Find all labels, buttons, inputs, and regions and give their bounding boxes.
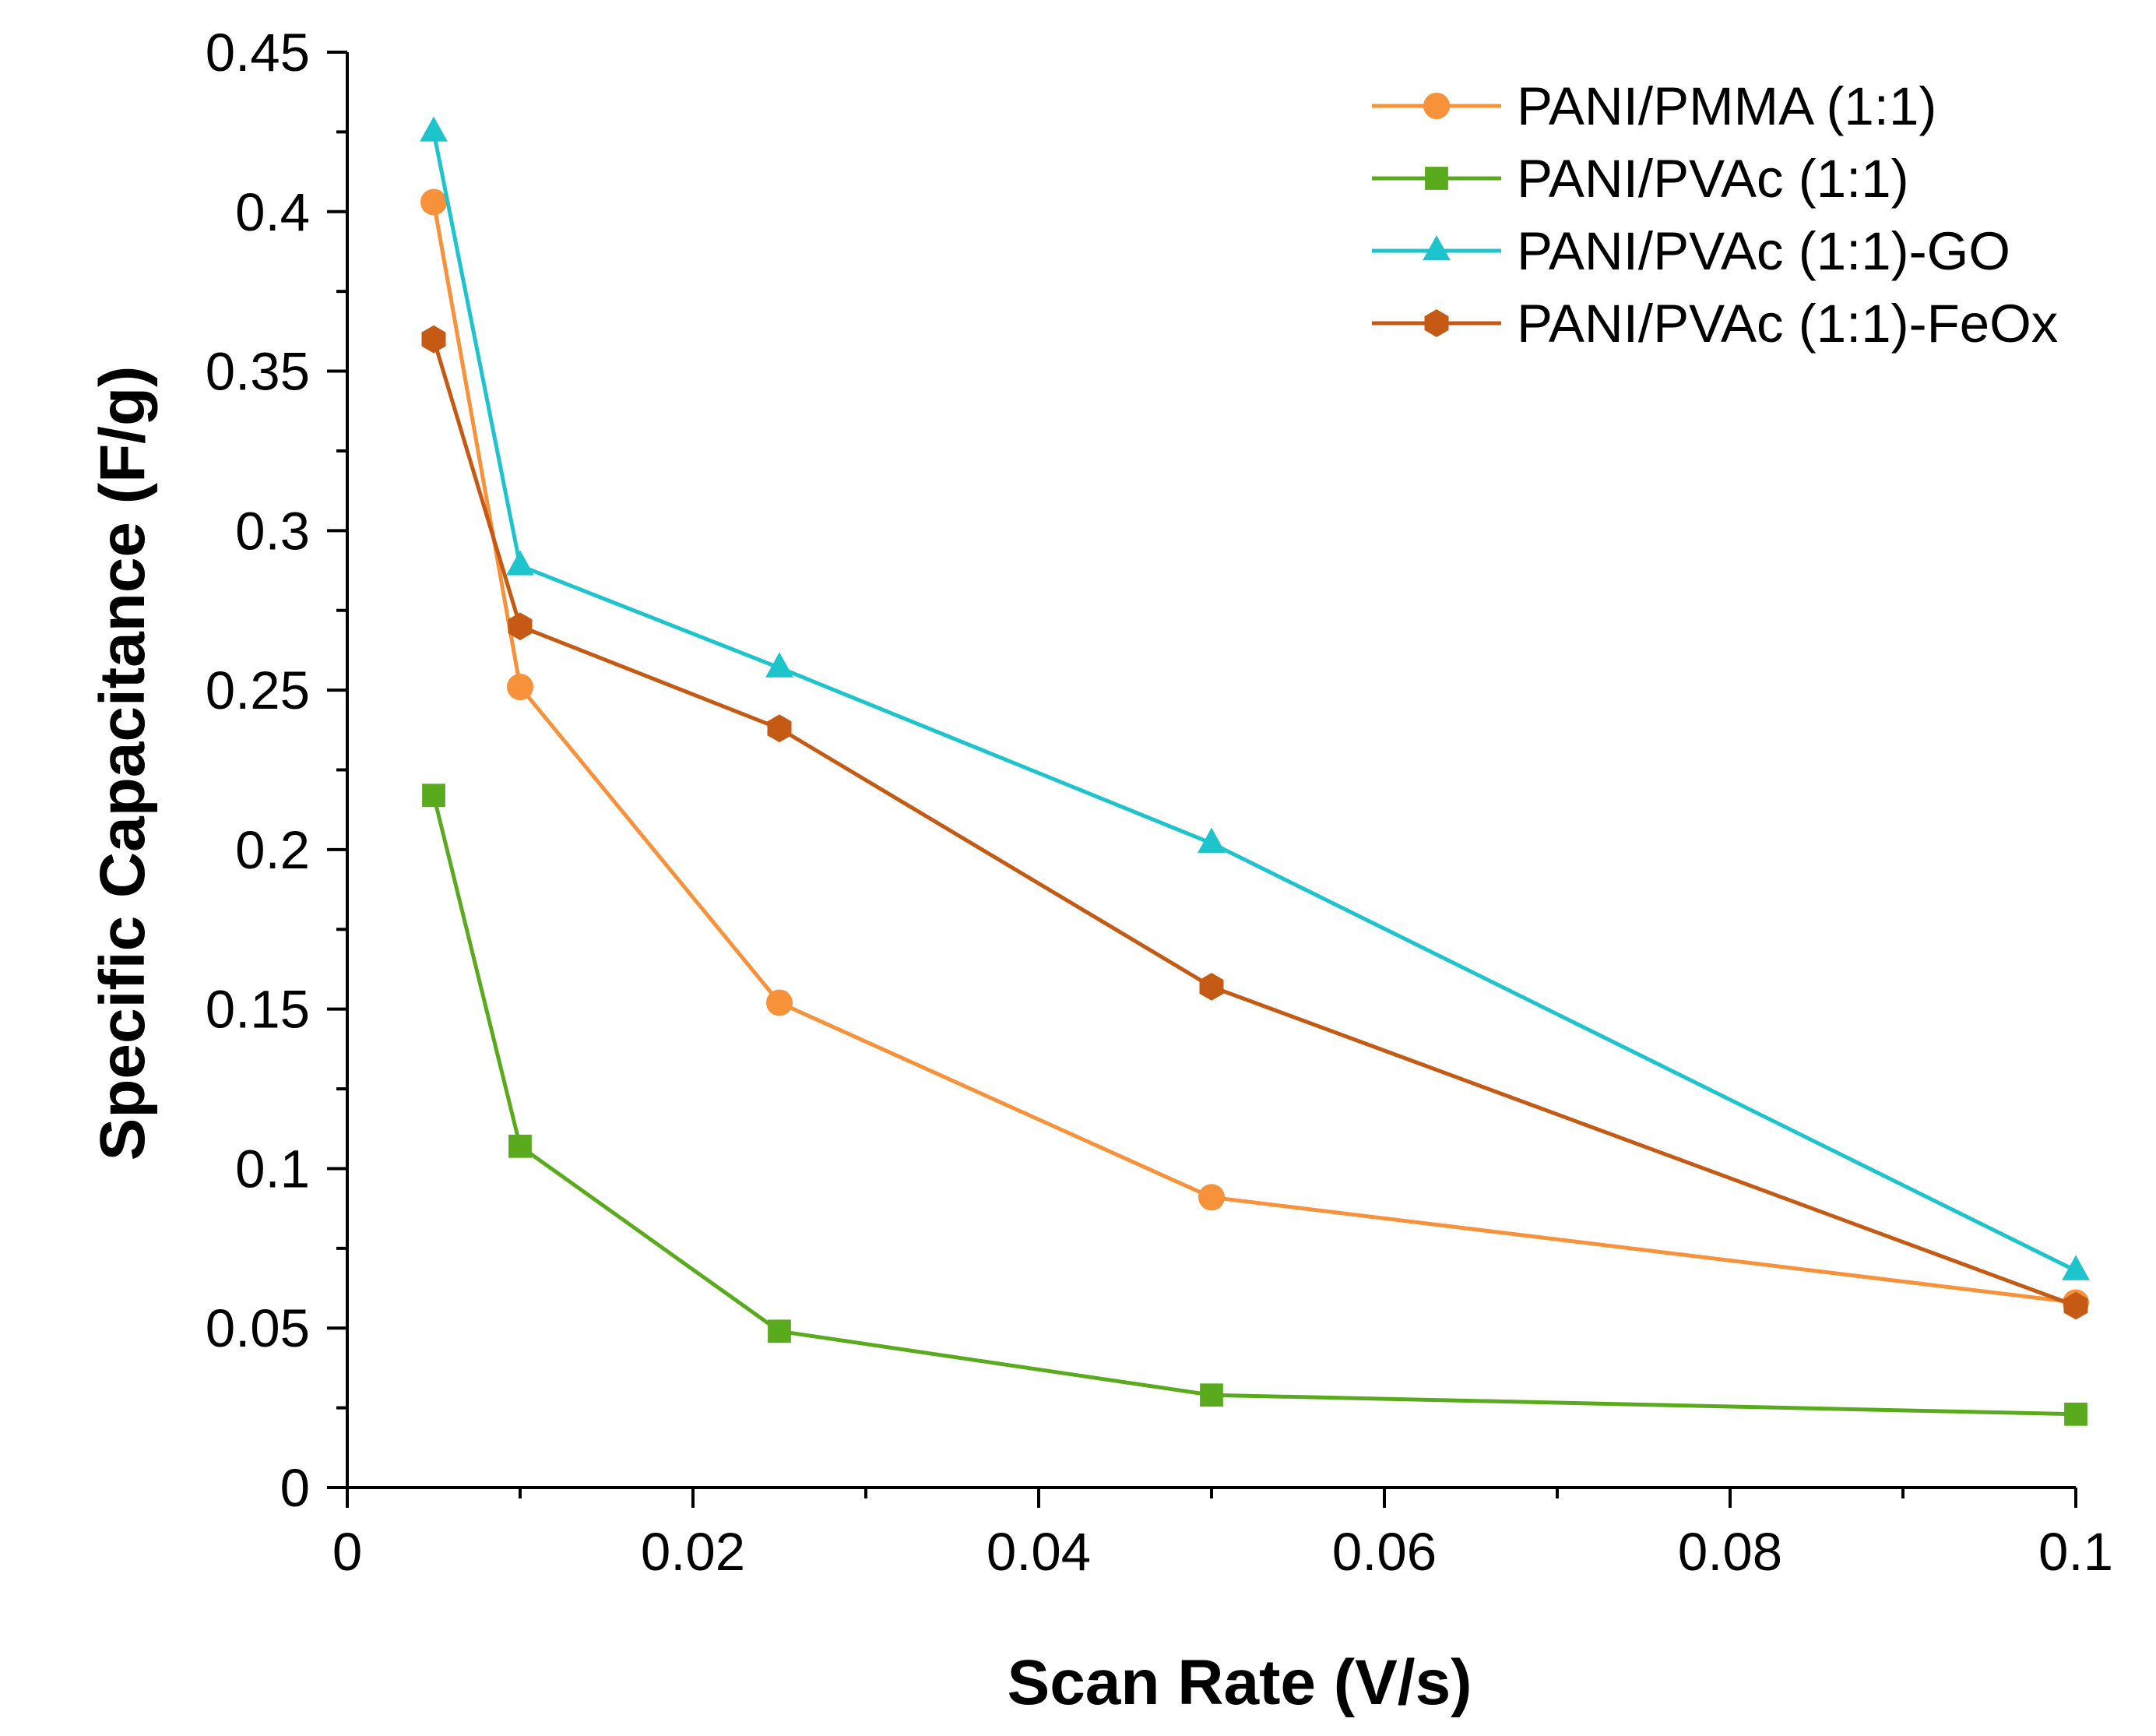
legend-label: PANI/PMMA (1:1)	[1517, 76, 1936, 136]
x-tick-label: 0.1	[2038, 1522, 2113, 1582]
plot-series	[420, 116, 2090, 1426]
y-tick-label: 0.25	[206, 660, 310, 720]
legend-entry: PANI/PVAc (1:1)-GO	[1372, 221, 2010, 281]
legend-entry: PANI/PMMA (1:1)	[1372, 76, 1936, 136]
data-point	[507, 674, 533, 701]
y-tick-label: 0.2	[235, 820, 310, 880]
data-point	[2063, 1291, 2088, 1320]
data-point	[766, 989, 793, 1016]
data-point	[508, 1134, 532, 1158]
data-point	[421, 325, 446, 354]
legend-marker	[1423, 234, 1451, 261]
data-point	[420, 188, 447, 216]
y-tick-label: 0.1	[235, 1139, 310, 1199]
data-point	[2064, 1402, 2087, 1426]
y-tick-label: 0.4	[235, 182, 310, 242]
legend-marker	[1425, 167, 1448, 190]
data-point	[422, 783, 445, 808]
series-pani-pvac-1-1	[422, 783, 2087, 1426]
legend-entry: PANI/PVAc (1:1)	[1372, 149, 1909, 209]
series-pani-pmma-1-1	[420, 188, 2089, 1316]
x-axis-title: Scan Rate (V/s)	[1008, 1647, 1472, 1718]
data-point	[1199, 973, 1224, 1001]
x-tick-label: 0.04	[987, 1522, 1091, 1582]
axes: 0 0.05 0.1 0.15 0.2 0.25 0.3 0.35 0.4 0.45 0 0.02 0.…	[206, 23, 2113, 1582]
x-tick-label: 0.02	[641, 1522, 745, 1582]
y-tick-label: 0.35	[206, 342, 310, 402]
data-point	[765, 652, 793, 678]
y-axis-title: Specific Capacitance (F/g)	[87, 366, 158, 1161]
series-line	[431, 794, 2077, 1417]
legend-label: PANI/PVAc (1:1)	[1517, 149, 1909, 209]
data-point	[2062, 1255, 2090, 1280]
data-point	[768, 1319, 791, 1343]
data-point	[420, 116, 448, 142]
legend-marker	[1424, 309, 1449, 337]
x-tick-label: 0	[332, 1522, 362, 1582]
series-pani-pvac-1-1-go	[420, 116, 2090, 1280]
data-point	[1198, 827, 1226, 853]
legend-label: PANI/PVAc (1:1)-FeOx	[1517, 294, 2058, 354]
legend-label: PANI/PVAc (1:1)-GO	[1517, 221, 2010, 281]
data-point	[508, 612, 533, 641]
x-tick-label: 0.06	[1332, 1522, 1437, 1582]
data-point	[1198, 1184, 1225, 1211]
y-tick-label: 0	[280, 1458, 310, 1518]
y-tick-label: 0.15	[206, 980, 310, 1040]
data-point	[1200, 1383, 1223, 1407]
legend-entry: PANI/PVAc (1:1)-FeOx	[1372, 294, 2058, 354]
y-tick-label: 0.05	[206, 1298, 310, 1358]
series-line	[431, 202, 2077, 1305]
legend: PANI/PMMA (1:1) PANI/PVAc (1:1) PANI/PVAc …	[1372, 76, 2058, 354]
legend-marker	[1423, 93, 1450, 119]
data-point	[767, 714, 792, 743]
data-point	[506, 550, 534, 576]
y-tick-label: 0.3	[235, 501, 310, 561]
x-tick-label: 0.08	[1678, 1522, 1782, 1582]
y-tick-label: 0.45	[206, 23, 310, 83]
series-line	[431, 338, 2077, 1308]
series-pani-pvac-1-1-feox	[421, 325, 2088, 1320]
